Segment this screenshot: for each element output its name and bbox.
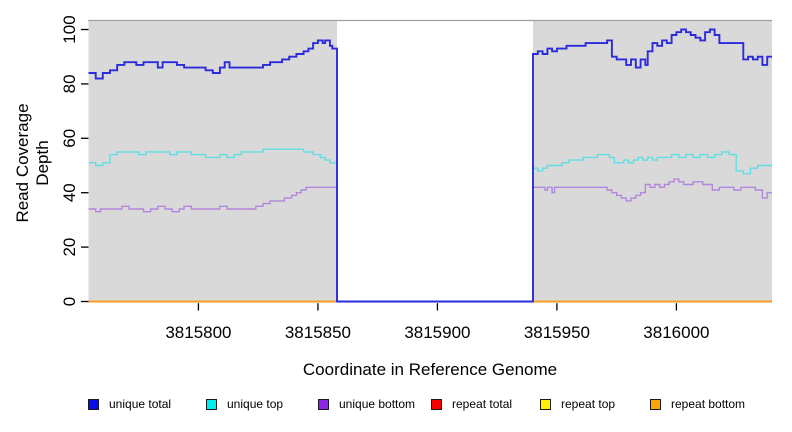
legend-item-unique-top: unique top (206, 396, 283, 412)
y-tick-label: 60 (60, 129, 79, 148)
legend-label: unique total (109, 397, 172, 411)
legend-swatch-icon (88, 398, 99, 410)
legend-label: unique bottom (339, 397, 416, 411)
legend: unique total unique top unique bottom repea… (0, 396, 792, 416)
y-tick-label: 40 (60, 183, 79, 202)
y-tick-label: 0 (60, 297, 79, 306)
legend-swatch-icon (206, 398, 217, 410)
legend-item-unique-bottom: unique bottom (318, 396, 415, 412)
legend-label: repeat bottom (671, 397, 746, 411)
legend-label: repeat top (561, 397, 616, 411)
legend-item-unique-total: unique total (88, 396, 171, 412)
x-tick-label: 3815900 (404, 323, 470, 342)
series-unique-bottom (88, 178, 772, 303)
gap-region (337, 20, 534, 303)
legend-label: repeat total (452, 397, 513, 411)
legend-item-repeat-top: repeat top (540, 396, 615, 412)
legend-item-repeat-total: repeat total (431, 396, 512, 412)
y-axis-title: Read Coverage Depth (13, 103, 52, 223)
legend-item-repeat-bottom: repeat bottom (650, 396, 745, 412)
x-tick-label: 3815950 (524, 323, 590, 342)
legend-swatch-icon (431, 398, 442, 410)
y-tick-label: 100 (60, 15, 79, 43)
legend-swatch-icon (540, 398, 551, 410)
x-tick-label: 3815800 (165, 323, 231, 342)
legend-label: unique top (227, 397, 284, 411)
y-tick-label: 20 (60, 238, 79, 257)
y-tick-label: 80 (60, 74, 79, 93)
series-unique-top (88, 148, 772, 303)
series-unique-total (88, 28, 772, 303)
x-tick-label: 3816000 (643, 323, 709, 342)
x-axis-title: Coordinate in Reference Genome (302, 360, 558, 379)
x-tick-label: 3815850 (285, 323, 351, 342)
legend-swatch-icon (650, 398, 661, 410)
legend-swatch-icon (318, 398, 329, 410)
